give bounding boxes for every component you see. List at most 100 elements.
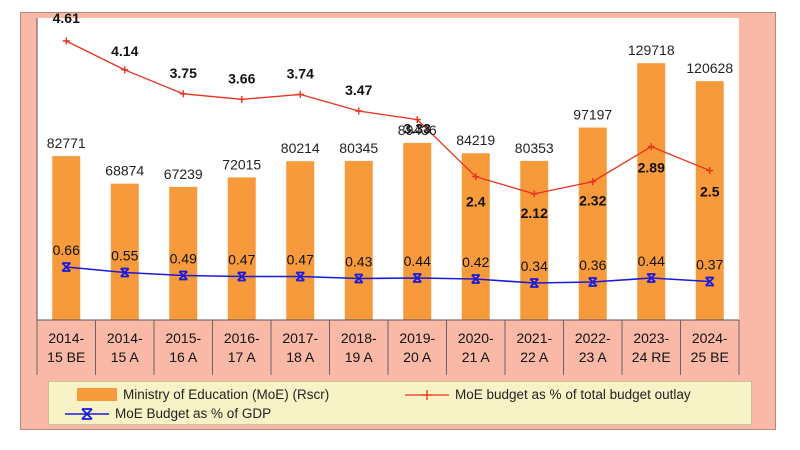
x-tick-label: 2024- [692, 330, 728, 346]
bar-value-label: 97197 [573, 107, 612, 123]
point-budget-pct [530, 190, 538, 198]
x-tick-label: 15 BE [47, 349, 85, 365]
gdp-pct-label: 0.66 [53, 242, 80, 258]
x-tick-label: 18 A [286, 349, 315, 365]
bar-moe-rscr [169, 186, 198, 320]
point-budget-pct [355, 107, 363, 115]
gdp-pct-label: 0.43 [345, 254, 372, 270]
point-budget-pct [706, 167, 714, 175]
x-tick-label: 2015- [165, 330, 201, 346]
point-gdp-pct [61, 262, 71, 272]
legend-item-budget-pct: MoE budget as % of total budget outlay [405, 387, 691, 402]
legend-item-moe-rscr: Ministry of Education (MoE) (Rscr) [77, 387, 329, 402]
x-tick-label: 2014- [48, 330, 84, 346]
budget-pct-label: 3.75 [170, 65, 197, 81]
budget-pct-label: 4.61 [53, 10, 80, 26]
bar-value-label: 84219 [456, 132, 495, 148]
bar-value-label: 72015 [222, 156, 261, 172]
gdp-pct-label: 0.55 [111, 248, 138, 264]
point-budget-pct [179, 90, 187, 98]
gdp-pct-label: 0.49 [170, 251, 197, 267]
x-tick-label: 2014- [107, 330, 143, 346]
bar-value-label: 67239 [164, 166, 203, 182]
x-tick-label: 19 A [345, 349, 374, 365]
point-gdp-pct [237, 271, 247, 282]
x-tick-label: 20 A [403, 349, 432, 365]
x-tick-label: 17 A [228, 349, 257, 365]
legend-label-moe-rscr: Ministry of Education (MoE) (Rscr) [123, 387, 330, 402]
x-tick-label: 24 RE [632, 349, 671, 365]
bar-moe-rscr [695, 81, 724, 321]
bar-moe-rscr [286, 161, 315, 320]
budget-pct-label: 2.4 [466, 194, 486, 210]
bar-moe-rscr [110, 183, 139, 320]
x-tick-label: 21 A [462, 349, 491, 365]
bar-value-label: 68874 [105, 163, 144, 179]
bar-value-label: 80353 [515, 140, 554, 156]
point-budget-pct [472, 173, 480, 181]
gdp-pct-label: 0.47 [228, 252, 255, 268]
budget-pct-label: 2.32 [579, 193, 606, 209]
point-budget-pct [62, 37, 70, 45]
legend-item-gdp-pct: MoE Budget as % of GDP [65, 406, 271, 421]
plot-area [37, 18, 739, 320]
x-tick-label: 2023- [633, 330, 669, 346]
gdp-pct-label: 0.42 [462, 254, 489, 270]
budget-pct-label: 3.33 [404, 121, 431, 137]
gdp-pct-label: 0.47 [287, 252, 314, 268]
point-budget-pct [121, 66, 129, 74]
point-gdp-pct [178, 270, 188, 281]
bar-moe-rscr [52, 156, 81, 320]
budget-pct-label: 3.66 [228, 70, 255, 86]
point-budget-pct [413, 116, 421, 124]
budget-pct-label: 3.47 [345, 82, 372, 98]
x-tick-label: 15 A [111, 349, 140, 365]
point-budget-pct [647, 143, 655, 151]
bar-moe-rscr [344, 160, 373, 320]
gdp-pct-label: 0.37 [696, 257, 723, 273]
bar-moe-rscr [520, 160, 549, 320]
x-tick-label: 2020- [458, 330, 494, 346]
bar-value-label: 89436 [398, 122, 437, 138]
gdp-pct-label: 0.34 [521, 258, 548, 274]
legend-swatch-blue-line [65, 407, 109, 420]
point-gdp-pct [412, 273, 422, 283]
point-gdp-pct [295, 271, 305, 282]
x-tick-label: 22 A [520, 349, 549, 365]
budget-pct-label: 2.5 [700, 184, 720, 200]
budget-pct-label: 2.12 [521, 205, 548, 221]
chart-legend: Ministry of Education (MoE) (Rscr) MoE b… [48, 381, 752, 425]
legend-swatch-red-line [405, 389, 449, 400]
bar-value-label: 129718 [628, 42, 675, 58]
point-gdp-pct [588, 277, 598, 287]
x-tick-label: 2016- [224, 330, 260, 346]
bar-moe-rscr [403, 142, 432, 320]
series-line-budget-pct [65, 40, 710, 195]
point-gdp-pct [529, 278, 539, 288]
bar-moe-rscr [227, 177, 256, 320]
x-tick-label: 2021- [516, 330, 552, 346]
bar-moe-rscr [461, 153, 490, 320]
x-tick-label: 25 BE [691, 349, 729, 365]
legend-label-gdp-pct: MoE Budget as % of GDP [115, 406, 272, 421]
x-tick-label: 2018- [341, 330, 377, 346]
point-gdp-pct [646, 273, 656, 283]
x-tick-label: 2019- [399, 330, 435, 346]
bar-moe-rscr [578, 127, 607, 320]
bar-value-label: 82771 [47, 135, 86, 151]
x-tick-label: 2022- [575, 330, 611, 346]
x-tick-label: 23 A [579, 349, 608, 365]
point-budget-pct [296, 90, 304, 98]
point-gdp-pct [120, 267, 130, 278]
gdp-pct-label: 0.44 [404, 253, 431, 269]
budget-pct-label: 3.74 [287, 65, 314, 81]
point-budget-pct [589, 178, 597, 186]
series-line-gdp-pct [66, 266, 710, 284]
legend-swatch-bar [77, 388, 117, 401]
point-gdp-pct [354, 273, 364, 284]
budget-pct-label: 4.14 [111, 43, 138, 59]
point-gdp-pct [705, 276, 715, 287]
legend-label-budget-pct: MoE budget as % of total budget outlay [455, 387, 691, 402]
budget-pct-label: 2.89 [638, 160, 665, 176]
